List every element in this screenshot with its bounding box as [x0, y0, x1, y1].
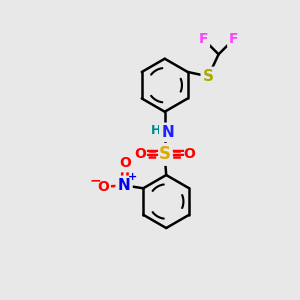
Text: =: = — [170, 145, 185, 163]
Text: =: = — [144, 145, 159, 163]
Text: O: O — [97, 180, 109, 194]
Text: F: F — [229, 32, 239, 46]
Text: −: − — [90, 173, 101, 187]
Text: H: H — [151, 124, 162, 137]
Text: N: N — [118, 178, 130, 193]
Text: S: S — [203, 69, 214, 84]
Text: S: S — [159, 146, 171, 164]
Text: O: O — [183, 147, 195, 161]
Text: O: O — [120, 156, 131, 170]
Text: F: F — [199, 32, 208, 46]
Text: N: N — [161, 125, 174, 140]
Text: +: + — [128, 172, 137, 182]
Text: O: O — [135, 147, 146, 161]
